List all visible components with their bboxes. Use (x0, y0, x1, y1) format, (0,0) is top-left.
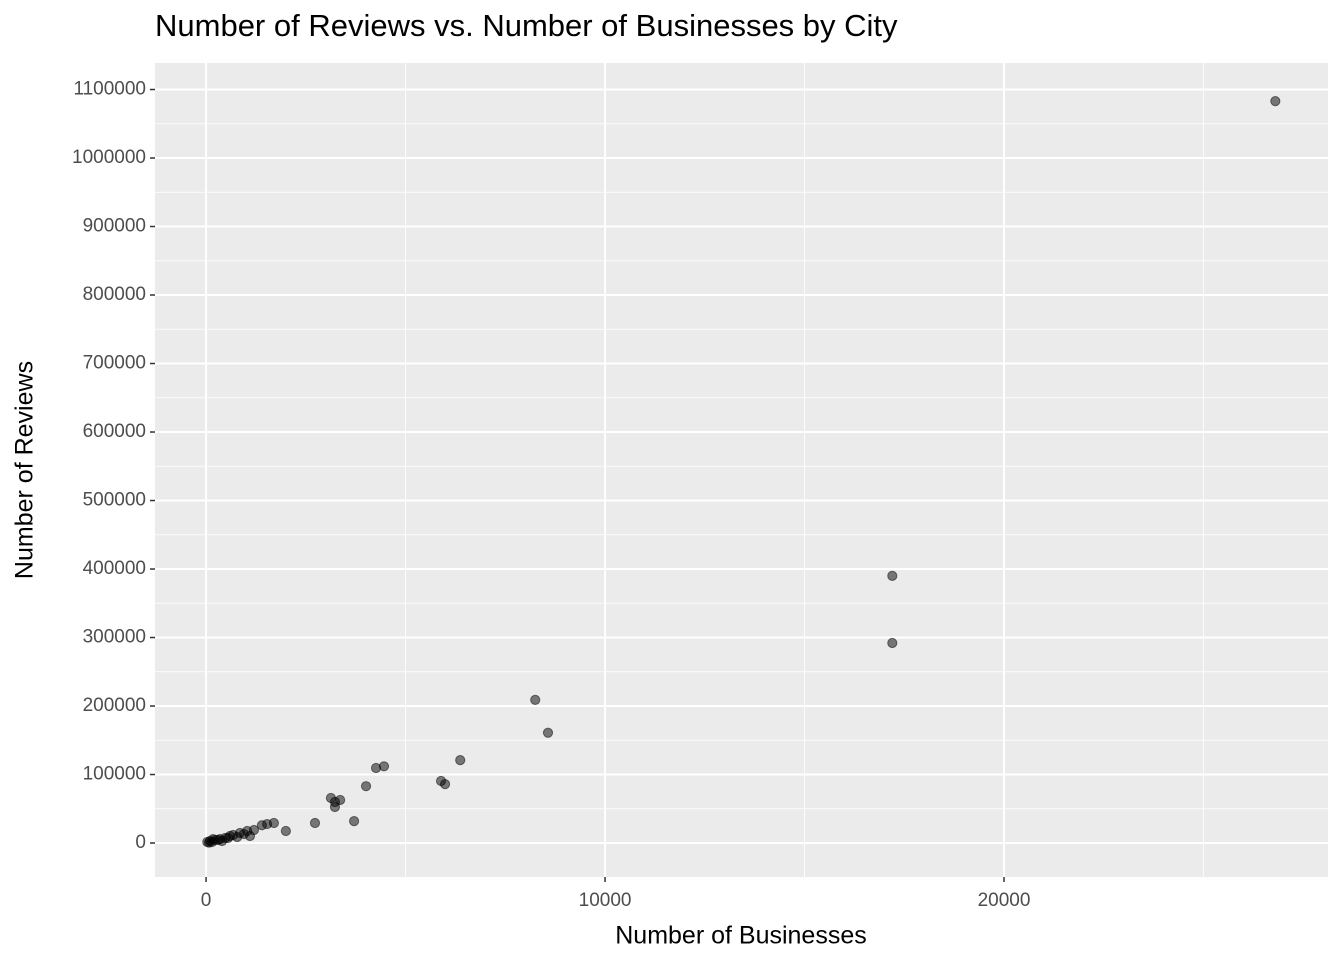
point (329, 796, 341, 808)
x-tick-label: 20000 (978, 890, 1031, 911)
panel (155, 63, 1328, 877)
point (530, 694, 541, 705)
y-tick-label: 600000 (83, 421, 146, 442)
points (202, 96, 1281, 848)
point (542, 727, 554, 738)
point (887, 637, 898, 649)
y-tick-label: 700000 (83, 353, 146, 374)
y-tick-label: 900000 (83, 216, 146, 237)
point (238, 828, 250, 840)
x-axis-title: Number of Businesses (615, 922, 867, 950)
point (228, 829, 239, 841)
y-tick-label: 400000 (83, 558, 146, 579)
point (455, 755, 466, 766)
point (1270, 96, 1281, 107)
point (360, 781, 372, 792)
point (348, 816, 360, 827)
point (256, 820, 268, 831)
y-tick-label: 1000000 (72, 147, 146, 168)
point (216, 835, 228, 847)
y-tick-label: 300000 (83, 627, 146, 648)
x-tick-label: 0 (201, 890, 212, 911)
point (370, 762, 382, 774)
x-tick-label: 10000 (579, 890, 632, 911)
point (309, 817, 321, 829)
chart-title: Number of Reviews vs. Number of Business… (155, 8, 898, 43)
y-tick-label: 1100000 (73, 79, 146, 100)
grid (155, 63, 1328, 877)
point (280, 825, 291, 837)
y-tick-label: 100000 (83, 764, 146, 785)
y-axis-title: Number of Reviews (11, 361, 39, 579)
y-tick-label: 800000 (83, 284, 146, 305)
y-tick-label: 200000 (83, 695, 146, 716)
y-tick-label: 500000 (83, 490, 146, 511)
y-tick-label: 0 (135, 832, 146, 853)
point (207, 833, 219, 845)
point (439, 779, 451, 790)
point (887, 570, 898, 581)
